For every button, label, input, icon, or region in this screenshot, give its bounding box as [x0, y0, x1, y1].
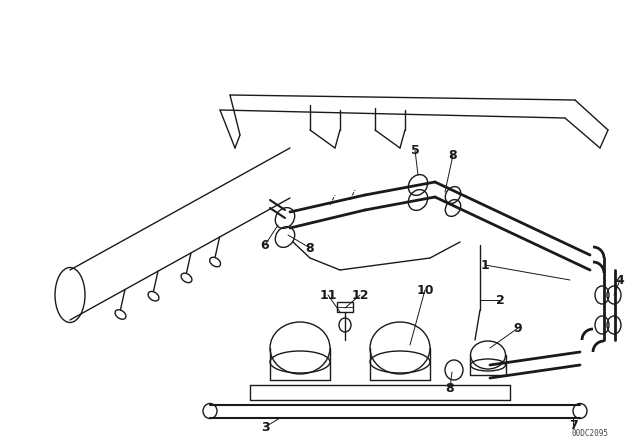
Text: 6: 6 — [260, 238, 269, 251]
Bar — [337, 302, 353, 312]
Text: 2: 2 — [495, 293, 504, 306]
Text: 3: 3 — [260, 421, 269, 434]
Text: 9: 9 — [514, 322, 522, 335]
Text: 8: 8 — [449, 148, 458, 161]
Text: 10: 10 — [416, 284, 434, 297]
Text: 11: 11 — [319, 289, 337, 302]
Text: 5: 5 — [411, 143, 419, 156]
Text: 00DC2095: 00DC2095 — [571, 429, 608, 438]
Text: 8: 8 — [306, 241, 314, 254]
Text: 1: 1 — [481, 258, 490, 271]
Text: 12: 12 — [351, 289, 369, 302]
Text: 8: 8 — [445, 382, 454, 395]
Text: 4: 4 — [616, 273, 625, 287]
Text: 7: 7 — [568, 418, 577, 431]
